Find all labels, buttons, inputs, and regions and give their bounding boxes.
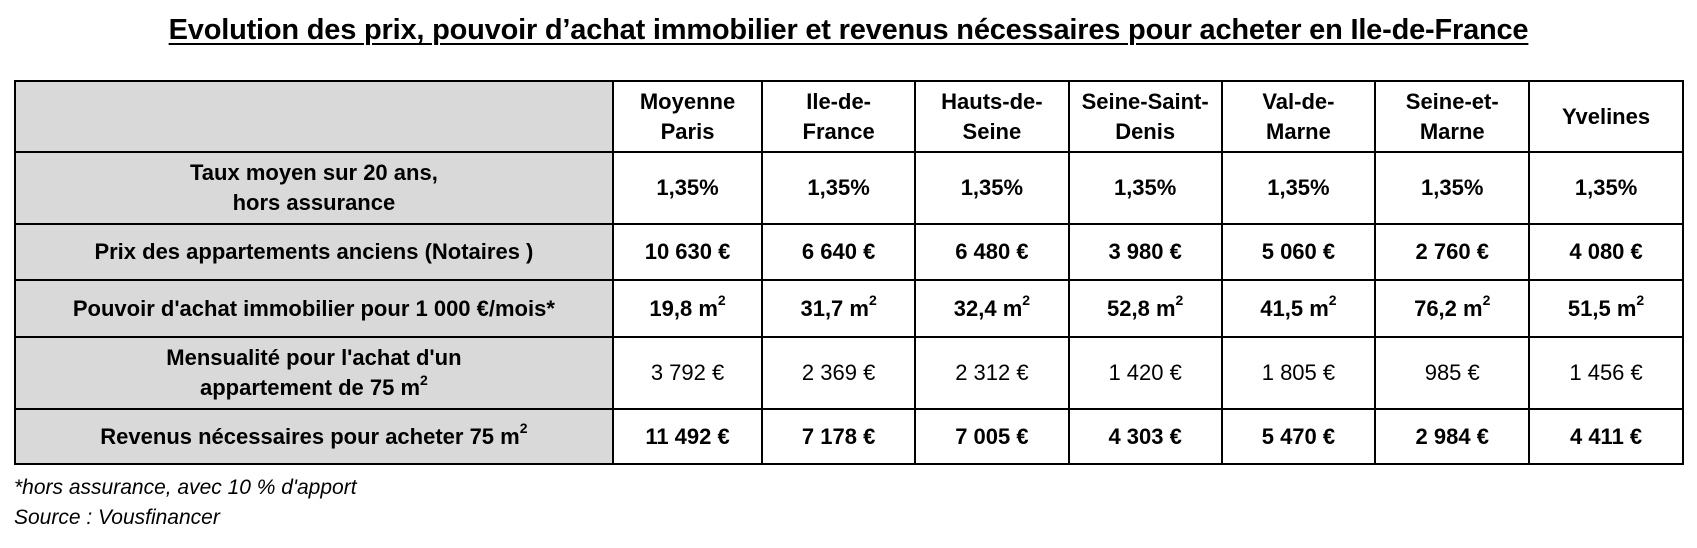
row-label-prix: Prix des appartements anciens (Notaires … xyxy=(14,223,614,281)
table-row-pouvoir: Pouvoir d'achat immobilier pour 1 000 €/… xyxy=(14,279,1684,338)
table-row-mensualite: Mensualité pour l'achat d'un appartement … xyxy=(14,336,1684,410)
table-row-prix: Prix des appartements anciens (Notaires … xyxy=(14,223,1684,281)
table-cell: 1,35% xyxy=(761,151,916,225)
column-header-val-de-marne: Val-de- Marne xyxy=(1220,80,1377,153)
data-table: Moyenne Paris Ile-de- France Hauts-de- Sein… xyxy=(14,80,1684,465)
column-header-seine-et-marne: Seine-et- Marne xyxy=(1374,80,1531,153)
table-cell: 5 060 € xyxy=(1220,223,1377,281)
table-cell: 1,35% xyxy=(1374,151,1531,225)
table-cell: 31,7 m2 xyxy=(761,279,916,338)
header-corner-cell xyxy=(14,80,614,153)
table-cell: 7 178 € xyxy=(761,408,916,465)
table-cell: 1 420 € xyxy=(1067,336,1223,410)
column-header-yvelines: Yvelines xyxy=(1528,80,1684,153)
table-cell: 4 303 € xyxy=(1067,408,1223,465)
table-cell: 1,35% xyxy=(1220,151,1377,225)
table-cell: 52,8 m2 xyxy=(1067,279,1223,338)
table-cell: 51,5 m2 xyxy=(1528,279,1684,338)
table-cell: 1 805 € xyxy=(1220,336,1377,410)
column-header-hauts-de-seine: Hauts-de- Seine xyxy=(913,80,1070,153)
table-cell: 2 760 € xyxy=(1374,223,1531,281)
row-label-revenus: Revenus nécessaires pour acheter 75 m2 xyxy=(14,408,614,465)
table-cell: 3 980 € xyxy=(1067,223,1223,281)
table-cell: 7 005 € xyxy=(913,408,1070,465)
table-cell: 41,5 m2 xyxy=(1220,279,1377,338)
table-cell: 1,35% xyxy=(1528,151,1684,225)
column-header-paris: Moyenne Paris xyxy=(611,80,764,153)
table-cell: 6 640 € xyxy=(761,223,916,281)
table-cell: 4 080 € xyxy=(1528,223,1684,281)
table-cell: 11 492 € xyxy=(611,408,764,465)
footnote-insurance: *hors assurance, avec 10 % d'apport xyxy=(14,476,357,499)
column-header-seine-saint-denis: Seine-Saint- Denis xyxy=(1067,80,1223,153)
row-label-mensualite: Mensualité pour l'achat d'un appartement … xyxy=(14,336,614,410)
table-cell: 10 630 € xyxy=(611,223,764,281)
table-cell: 985 € xyxy=(1374,336,1531,410)
row-label-taux: Taux moyen sur 20 ans, hors assurance xyxy=(14,151,614,225)
table-header-row: Moyenne Paris Ile-de- France Hauts-de- Sein… xyxy=(14,80,1684,153)
table-cell: 2 312 € xyxy=(913,336,1070,410)
table-cell: 1,35% xyxy=(913,151,1070,225)
footnote-source: Source : Vousfinancer xyxy=(14,506,220,529)
table-row-revenus: Revenus nécessaires pour acheter 75 m2 1… xyxy=(14,408,1684,465)
table-cell: 1,35% xyxy=(1067,151,1223,225)
table-cell: 6 480 € xyxy=(913,223,1070,281)
table-cell: 1 456 € xyxy=(1528,336,1684,410)
page-title: Evolution des prix, pouvoir d’achat immo… xyxy=(168,14,1529,46)
table-cell: 32,4 m2 xyxy=(913,279,1070,338)
table-cell: 3 792 € xyxy=(611,336,764,410)
table-cell: 19,8 m2 xyxy=(611,279,764,338)
table-cell: 1,35% xyxy=(611,151,764,225)
table-cell: 2 984 € xyxy=(1374,408,1531,465)
column-header-ile-de-france: Ile-de- France xyxy=(761,80,916,153)
table-cell: 2 369 € xyxy=(761,336,916,410)
table-cell: 76,2 m2 xyxy=(1374,279,1531,338)
table-cell: 5 470 € xyxy=(1220,408,1377,465)
row-label-pouvoir: Pouvoir d'achat immobilier pour 1 000 €/… xyxy=(14,279,614,338)
table-cell: 4 411 € xyxy=(1528,408,1684,465)
table-row-taux: Taux moyen sur 20 ans, hors assurance 1,3… xyxy=(14,151,1684,225)
